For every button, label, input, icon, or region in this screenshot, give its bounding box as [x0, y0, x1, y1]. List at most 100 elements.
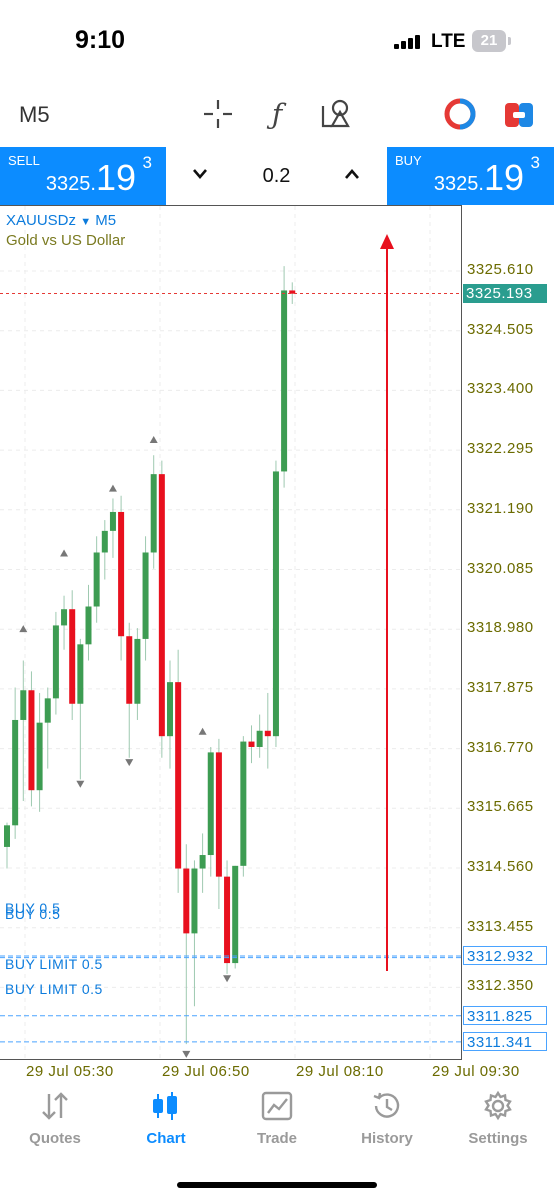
network-type: LTE [431, 31, 466, 52]
candlestick-icon [153, 1092, 177, 1120]
home-indicator [177, 1182, 377, 1188]
order-line-label[interactable]: BUY 0.5 [5, 900, 61, 916]
sell-button[interactable]: SELL 3325.19 3 [0, 147, 166, 205]
time-scale-label: 29 Jul 06:50 [162, 1063, 250, 1080]
tab-history[interactable]: History [332, 1090, 442, 1147]
chart-symbol-description: Gold vs US Dollar [6, 232, 126, 249]
chevron-down-icon[interactable] [192, 167, 208, 181]
tab-quotes[interactable]: Quotes [0, 1090, 110, 1147]
fractal-up-marker [60, 549, 69, 557]
chevron-up-icon[interactable] [344, 167, 360, 181]
candle-body [12, 719, 19, 826]
crosshair-icon[interactable] [202, 98, 234, 130]
candle-body [28, 690, 35, 791]
fractal-up-marker [149, 436, 158, 444]
price-scale-label: 3318.980 [467, 619, 534, 637]
buy-label: BUY [395, 153, 422, 168]
price-scale-label: 3312.350 [467, 977, 534, 995]
candle-body [142, 552, 149, 639]
buy-price: 3325.19 3 [433, 153, 540, 198]
candle-body [93, 552, 100, 607]
price-scale-label: 3316.770 [467, 738, 534, 756]
candle-body [183, 868, 190, 934]
svg-text:ƒ: ƒ [266, 98, 287, 130]
candle-body [264, 730, 271, 737]
candle-body [224, 876, 231, 964]
battery-icon: 21 [472, 30, 506, 52]
fractal-down-marker [125, 759, 134, 767]
order-line-label[interactable]: BUY LIMIT 0.5 [5, 981, 103, 997]
candle-body [134, 638, 141, 704]
chart-symbol[interactable]: XAUUSDz ▼ M5 [6, 212, 117, 229]
price-scale-label: 3324.505 [467, 320, 534, 338]
candle-body [191, 868, 198, 934]
time-scale-label: 29 Jul 09:30 [432, 1063, 520, 1080]
price-scale-label: 3321.190 [467, 499, 534, 517]
annotation-arrow-head [380, 234, 394, 249]
sell-price: 3325.19 3 [45, 153, 152, 198]
one-click-trading-icon[interactable] [444, 98, 478, 130]
candle-body [69, 609, 76, 704]
candle-body [44, 698, 51, 723]
candlestick-chart[interactable] [0, 206, 462, 1061]
history-clock-icon [373, 1092, 400, 1118]
lot-control: 0.2 [166, 147, 387, 205]
candle-body [199, 855, 206, 869]
sell-label: SELL [8, 153, 40, 168]
candle-body [248, 741, 255, 747]
order-line-label[interactable]: BUY 0.5 [5, 906, 61, 922]
candle-body [109, 511, 116, 531]
price-scale-label: 3322.295 [467, 440, 534, 458]
battery-tip [508, 37, 511, 45]
tab-chart[interactable]: Chart [111, 1090, 221, 1147]
tab-trade[interactable]: Trade [222, 1090, 332, 1147]
candle-body [272, 471, 279, 737]
candle-body [215, 752, 222, 877]
price-scale-label: 3315.665 [467, 798, 534, 816]
quotes-arrows-icon [42, 1092, 68, 1120]
fractal-down-marker [76, 780, 85, 788]
candle-body [4, 825, 10, 847]
candle-body [101, 530, 108, 553]
function-icon[interactable]: ƒ [263, 98, 291, 130]
candle-body [232, 865, 239, 964]
order-line-label[interactable]: BUY LIMIT 0.5 [5, 956, 103, 972]
candle-body [240, 741, 247, 866]
order-price-tag: 3311.825 [463, 1005, 547, 1025]
cellular-signal-icon [394, 35, 422, 49]
candle-body [77, 644, 84, 704]
trade-icon[interactable] [503, 100, 535, 130]
candle-body [61, 609, 68, 626]
candle-body [20, 690, 27, 720]
candle-body [36, 722, 43, 791]
candle-body [256, 730, 263, 747]
candle-body [158, 474, 165, 737]
candle-body [281, 290, 288, 472]
status-time: 9:10 [75, 26, 126, 54]
price-scale-label: 3314.560 [467, 858, 534, 875]
candle-body [289, 290, 296, 294]
gear-icon [484, 1090, 512, 1121]
fractal-up-marker [108, 484, 117, 492]
candle-body [85, 606, 92, 645]
buy-button[interactable]: BUY 3325.19 3 [387, 147, 554, 205]
fractal-up-marker [198, 727, 207, 735]
order-price-tag: 3311.341 [463, 1031, 547, 1051]
timeframe-button[interactable]: M5 [19, 102, 50, 127]
price-scale-label: 3320.085 [467, 559, 534, 577]
candle-body [175, 682, 182, 869]
candle-body [207, 752, 214, 856]
price-scale-label: 3317.875 [467, 678, 534, 696]
time-scale-label: 29 Jul 05:30 [26, 1063, 114, 1080]
current-price-tag: 3325.193 [463, 283, 547, 303]
order-price-tag: 3312.932 [463, 945, 547, 965]
objects-icon[interactable] [320, 98, 354, 130]
chart-area[interactable] [0, 205, 462, 1061]
candle-body [150, 474, 157, 553]
price-scale-label: 3325.610 [467, 261, 534, 278]
lot-input[interactable]: 0.2 [262, 165, 291, 187]
time-scale-label: 29 Jul 08:10 [296, 1063, 384, 1080]
candle-body [167, 682, 173, 737]
price-scale-label: 3323.400 [467, 380, 534, 398]
tab-settings[interactable]: Settings [443, 1090, 553, 1147]
